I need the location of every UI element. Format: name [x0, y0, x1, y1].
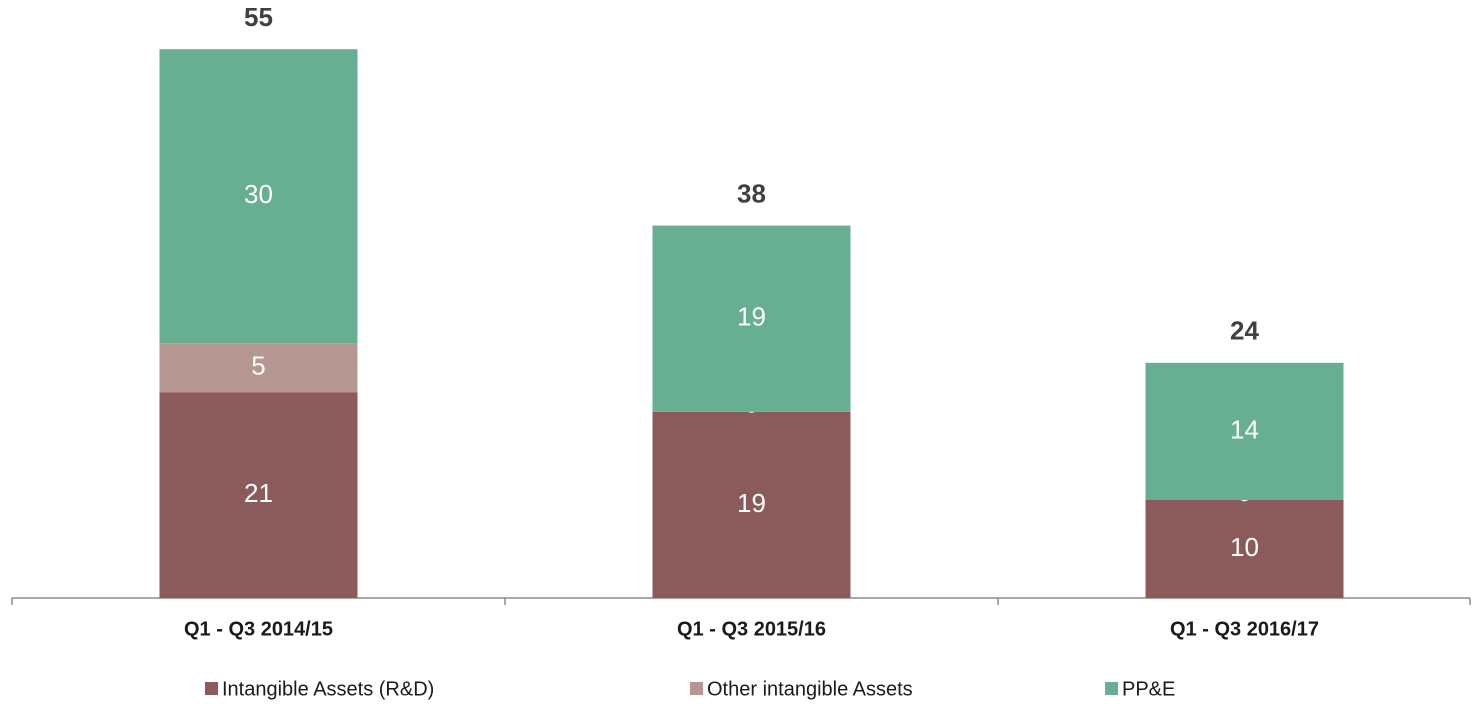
x-tick-label: Q1 - Q3 2016/17: [1170, 618, 1319, 640]
data-label: 10: [1230, 532, 1259, 562]
data-label: 19: [737, 488, 766, 518]
legend-label: PP&E: [1122, 678, 1175, 700]
data-label: 14: [1230, 414, 1259, 444]
legend-swatch: [205, 682, 218, 695]
bar-segment: [1145, 500, 1344, 598]
data-label: 19: [737, 302, 766, 332]
x-tick-label: Q1 - Q3 2014/15: [184, 618, 333, 640]
total-label: 55: [244, 2, 273, 32]
x-tick-label: Q1 - Q3 2015/16: [677, 618, 826, 640]
bar-segment: [652, 411, 851, 598]
legend-label: Other intangible Assets: [707, 678, 913, 700]
bar-segment: [159, 343, 358, 393]
bar-segment: [1145, 362, 1344, 500]
bar-segment: [159, 392, 358, 598]
legend-swatch: [690, 682, 703, 695]
data-label: 5: [251, 351, 265, 381]
data-label: 30: [244, 179, 273, 209]
bar-segment: [159, 49, 358, 344]
legend-label: Intangible Assets (R&D): [222, 678, 434, 700]
total-label: 38: [737, 178, 766, 208]
legend-swatch: [1105, 682, 1118, 695]
total-label: 24: [1230, 316, 1259, 346]
bar-segment: [652, 225, 851, 412]
data-label: 21: [244, 478, 273, 508]
